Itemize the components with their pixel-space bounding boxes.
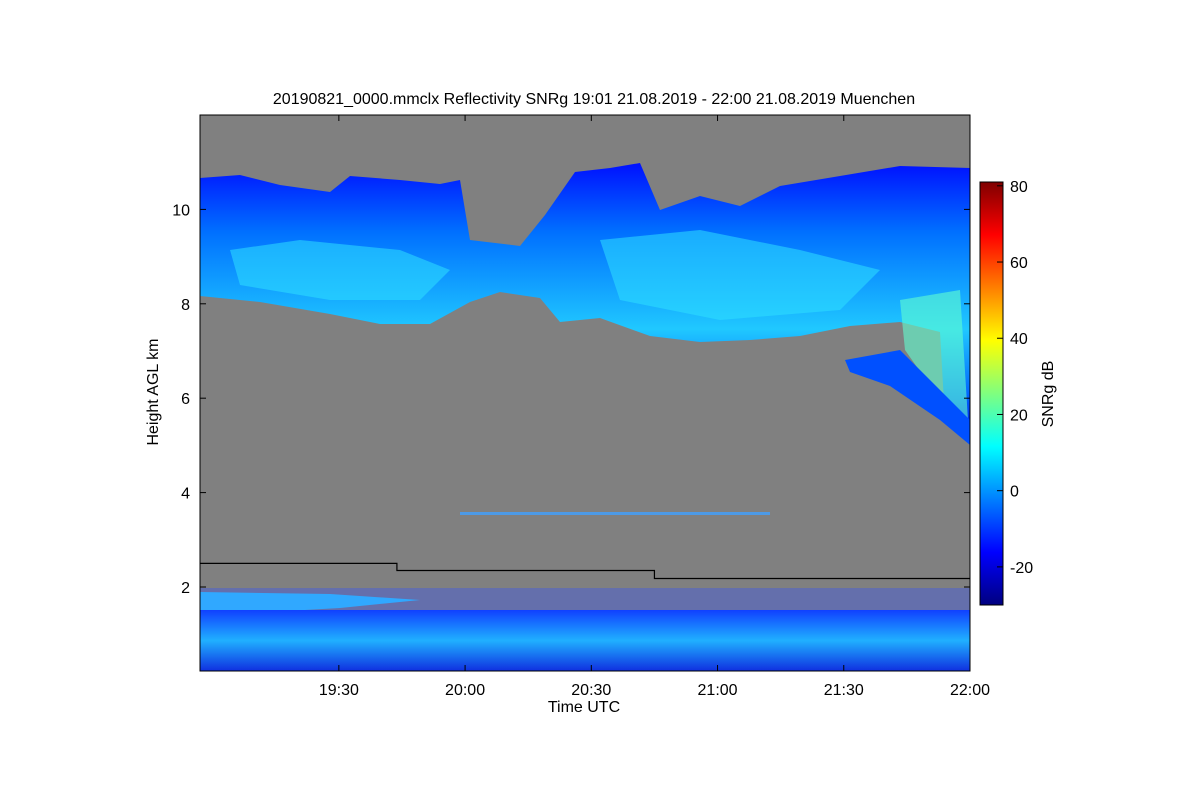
y-axis-label: Height AGL km <box>145 338 162 445</box>
echo-layer <box>200 163 970 671</box>
colorbar-tick-label: 20 <box>1010 407 1028 424</box>
echo-core <box>900 290 968 420</box>
y-tick-label: 10 <box>172 202 190 219</box>
colorbar-tick-label: 60 <box>1010 255 1028 272</box>
plot-frame <box>199 114 971 672</box>
echo-region <box>200 588 970 610</box>
colorbar <box>979 181 1004 606</box>
echo-region <box>200 163 970 440</box>
colorbar-tick-label: -20 <box>1010 560 1033 577</box>
colorbar-tick-label: 0 <box>1010 484 1019 501</box>
y-tick-label: 2 <box>181 580 190 597</box>
x-tick-label: 20:00 <box>445 682 485 699</box>
x-axis-label: Time UTC <box>548 699 620 716</box>
x-tick-label: 21:30 <box>824 682 864 699</box>
colorbar-tick-label: 40 <box>1010 331 1028 348</box>
x-tick-label: 20:30 <box>571 682 611 699</box>
echo-region <box>460 512 770 515</box>
colorbar-tick-label: 80 <box>1010 179 1028 196</box>
x-tick-label: 21:00 <box>698 682 738 699</box>
echo-core <box>230 230 880 320</box>
x-tick-label: 19:30 <box>319 682 359 699</box>
x-tick-label: 22:00 <box>950 682 990 699</box>
y-tick-label: 6 <box>181 391 190 408</box>
echo-region <box>845 350 970 445</box>
y-tick-label: 8 <box>181 297 190 314</box>
boundary-line <box>200 562 970 580</box>
colorbar-label: SNRg dB <box>1040 361 1057 428</box>
echo-region <box>200 610 970 671</box>
y-tick-label: 4 <box>181 486 190 503</box>
chart-title: 20190821_0000.mmclx Reflectivity SNRg 19… <box>273 91 915 108</box>
